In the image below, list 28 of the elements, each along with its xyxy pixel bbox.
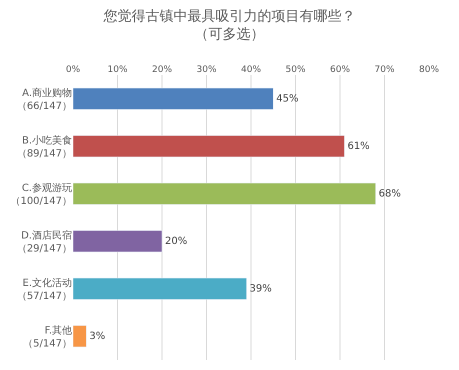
bar: [73, 182, 376, 205]
bar: [73, 278, 247, 300]
x-tick-label: 70%: [374, 65, 395, 76]
bar: [73, 135, 345, 158]
chart-title: 您觉得古镇中最具吸引力的项目有哪些？（可多选）: [102, 8, 356, 43]
data-label: 20%: [165, 236, 188, 247]
x-tick-label: 80%: [418, 65, 440, 76]
x-tick-label: 20%: [152, 65, 172, 76]
x-tick-label: 30%: [196, 65, 217, 76]
bar: [73, 88, 274, 110]
data-label: 39%: [250, 283, 272, 294]
data-label: 45%: [276, 93, 298, 104]
y-tick-label: D.酒店民宿（29/147）: [16, 229, 72, 254]
y-tick-label: F.其他（5/147）: [23, 324, 72, 350]
x-tick-label: 0%: [66, 65, 81, 76]
data-label: 68%: [378, 188, 401, 200]
bar: [73, 325, 87, 348]
x-tick-label: 10%: [107, 65, 128, 76]
y-tick-label: A.商业购物（66/147）: [16, 86, 72, 112]
x-tick-label: 50%: [285, 65, 306, 76]
data-label: 3%: [89, 330, 106, 342]
bar: [73, 230, 162, 252]
x-tick-label: 40%: [240, 65, 262, 76]
data-label: 61%: [347, 140, 370, 152]
y-tick-label: C.参观游玩（100/147）: [10, 182, 72, 207]
x-tick-label: 60%: [330, 65, 350, 76]
y-tick-label: E.文化活动（57/147）: [16, 276, 72, 302]
y-tick-label: B.小吃美食（89/147）: [16, 134, 72, 160]
